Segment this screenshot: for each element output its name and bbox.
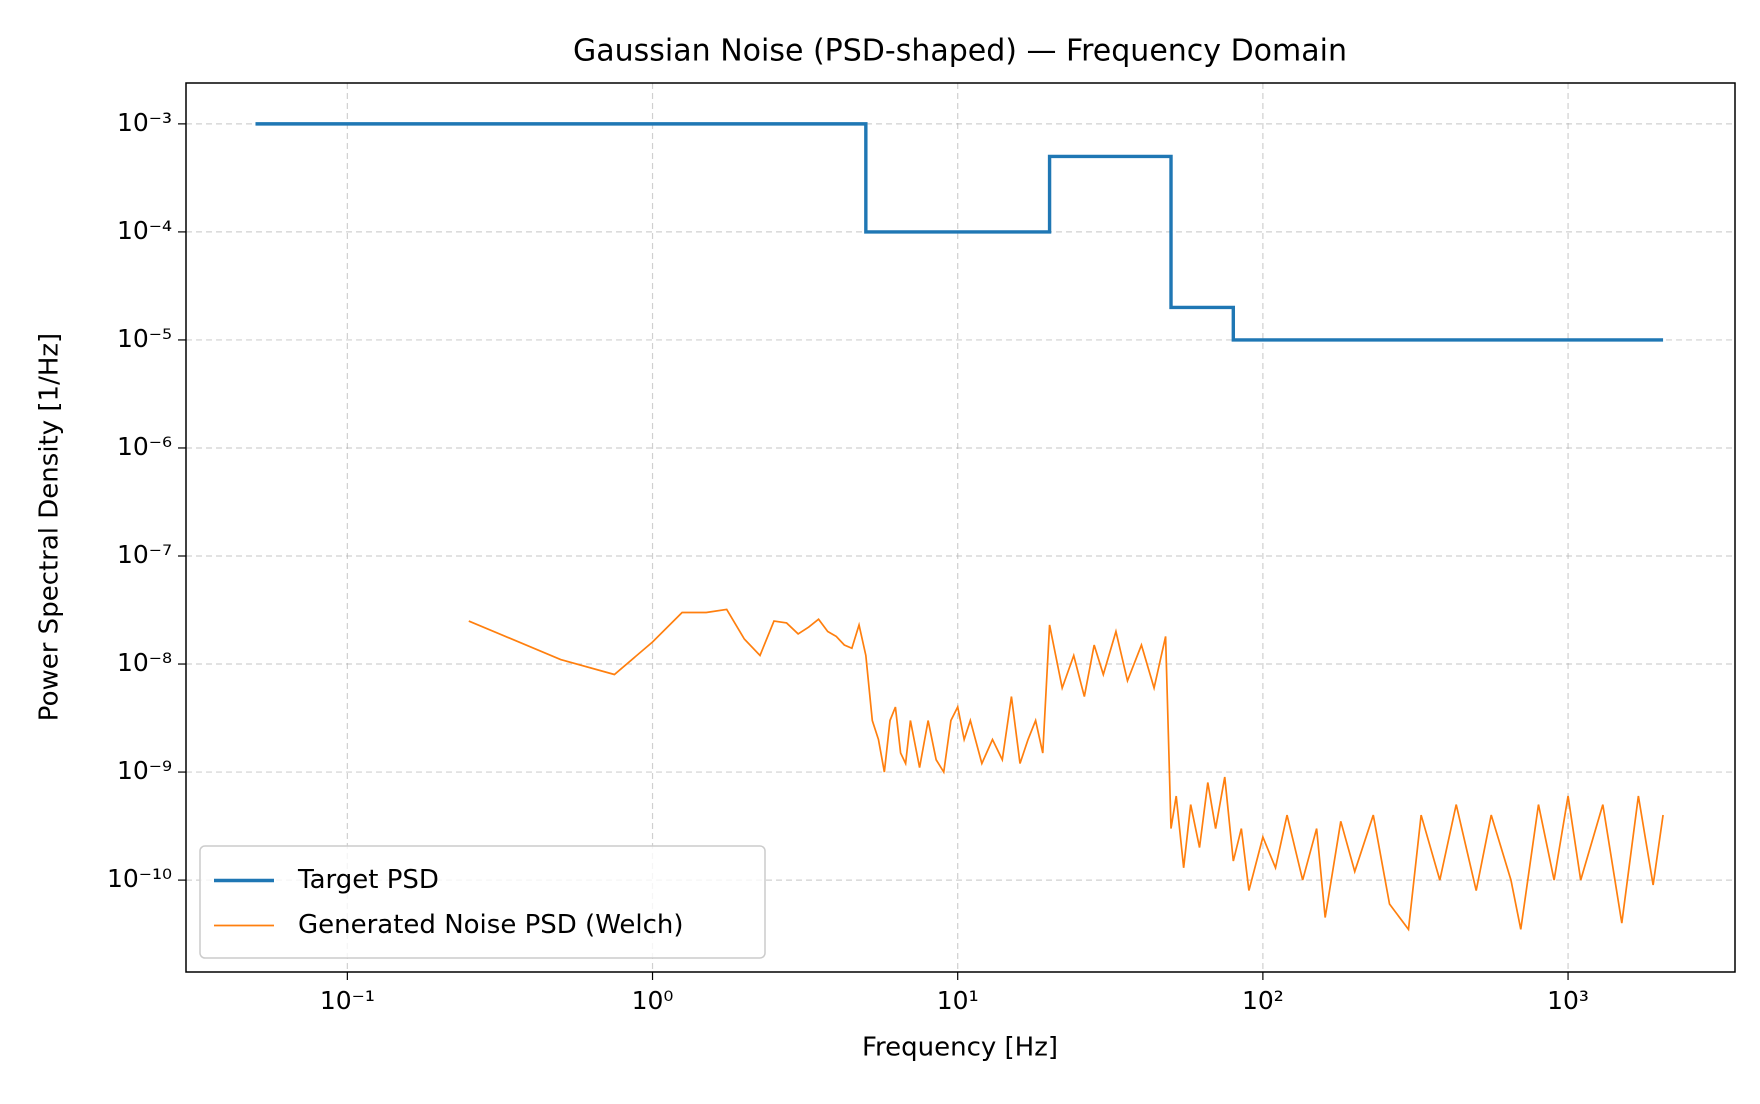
legend-box: [199, 845, 766, 959]
chart-title: Gaussian Noise (PSD-shaped) — Frequency …: [573, 34, 1347, 69]
y-axis-label: Power Spectral Density [1/Hz]: [35, 333, 65, 721]
y-tick-label: 10⁻¹⁰: [107, 864, 172, 893]
y-tick-label: 10⁻⁴: [117, 216, 172, 245]
series-line: [255, 122, 1664, 342]
x-axis-label: Frequency [Hz]: [862, 1033, 1058, 1063]
series-line: [468, 608, 1664, 932]
legend-label: Generated Noise PSD (Welch): [298, 910, 684, 940]
y-tick-label: 10⁻⁷: [117, 540, 172, 569]
y-tick-label: 10⁻⁵: [117, 324, 172, 353]
x-tick-label: 10¹: [937, 986, 979, 1015]
y-tick-label: 10⁻⁹: [117, 756, 172, 785]
x-tick-label: 10⁰: [632, 986, 674, 1015]
y-tick-label: 10⁻⁶: [117, 432, 172, 461]
x-tick-label: 10³: [1547, 986, 1589, 1015]
x-tick-label: 10²: [1242, 986, 1284, 1015]
y-tick-label: 10⁻³: [117, 108, 172, 137]
legend: Target PSD Generated Noise PSD (Welch): [199, 845, 766, 959]
plot-frame: [185, 82, 1736, 973]
legend-label: Target PSD: [297, 865, 439, 895]
x-tick-label: 10⁻¹: [320, 986, 375, 1015]
y-tick-label: 10⁻⁸: [117, 648, 172, 677]
